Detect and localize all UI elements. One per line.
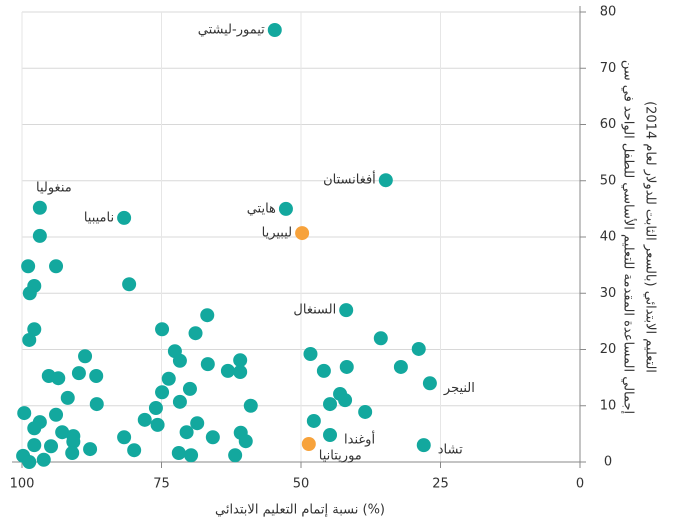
- y-axis-label: التعليم الابتدائي (بالسعر الثابت للدولار…: [643, 101, 658, 373]
- point: [378, 173, 393, 188]
- point: [155, 322, 170, 337]
- point: [49, 259, 64, 274]
- point: [71, 366, 86, 381]
- y-tick-label: 60: [600, 117, 617, 132]
- point: [358, 404, 373, 419]
- point: [172, 353, 187, 368]
- point: [188, 326, 203, 341]
- point: [243, 398, 258, 413]
- point: [27, 438, 42, 453]
- point: [190, 416, 205, 431]
- point: [55, 425, 70, 440]
- point: [65, 446, 80, 460]
- x-tick-label: 50: [293, 477, 310, 492]
- point: [137, 412, 152, 427]
- point-label: أفغانستان: [323, 171, 376, 188]
- point: [416, 438, 431, 453]
- point-label: أوغندا: [344, 431, 375, 448]
- y-tick-label: 20: [600, 342, 617, 357]
- point: [373, 331, 388, 346]
- point: [303, 347, 318, 361]
- point: [267, 23, 282, 37]
- y-tick-label: 80: [600, 5, 617, 20]
- point: [89, 397, 104, 412]
- point: [122, 277, 137, 292]
- point: [171, 446, 186, 460]
- point: [200, 357, 215, 372]
- point: [295, 226, 310, 241]
- point-label: ليبيريا: [262, 226, 292, 241]
- y-tick-label: 40: [600, 230, 617, 245]
- y-tick-label: 10: [600, 398, 617, 413]
- point: [238, 434, 253, 449]
- point: [228, 448, 243, 463]
- point: [127, 443, 142, 458]
- point: [21, 259, 36, 274]
- point: [179, 425, 194, 440]
- point-label: تيمور-ليشتي: [198, 23, 265, 38]
- y-axis-label: إجمالي المساعدة المقدمة للتعليم الأساسي …: [621, 60, 638, 414]
- point: [339, 303, 354, 318]
- point: [51, 371, 66, 386]
- point: [338, 393, 353, 408]
- point: [184, 448, 199, 463]
- point-label: النيجر: [443, 381, 475, 396]
- point: [233, 365, 248, 379]
- x-tick-label: 0: [576, 477, 584, 492]
- point: [422, 376, 437, 391]
- point-label: ناميبيا: [84, 210, 114, 225]
- point: [155, 385, 170, 400]
- point: [22, 455, 37, 469]
- point: [323, 428, 338, 442]
- y-tick-label: 0: [604, 455, 612, 470]
- point: [200, 308, 215, 323]
- point: [32, 200, 47, 215]
- point: [182, 381, 197, 396]
- x-tick-label: 75: [153, 477, 170, 492]
- point: [150, 417, 165, 432]
- x-tick-label: 25: [432, 477, 449, 492]
- point: [49, 407, 64, 422]
- point-label: موريتانيا: [319, 449, 362, 464]
- point: [278, 201, 293, 216]
- point: [17, 406, 32, 421]
- x-axis-label: نسبة إتمام التعليم الابتدائي (%): [215, 503, 385, 518]
- point: [22, 332, 37, 347]
- point: [27, 322, 42, 337]
- point: [44, 439, 59, 454]
- point: [233, 353, 248, 368]
- point-label: تشاد: [438, 443, 463, 458]
- point: [339, 359, 354, 374]
- point: [32, 228, 47, 243]
- point: [66, 434, 81, 449]
- point: [60, 390, 75, 405]
- point: [36, 452, 51, 467]
- point: [306, 413, 321, 428]
- point: [117, 210, 132, 225]
- point: [220, 363, 235, 378]
- point: [301, 437, 316, 451]
- x-tick-label: 100: [10, 477, 35, 492]
- point: [117, 430, 132, 445]
- point: [89, 368, 104, 383]
- point: [393, 359, 408, 374]
- point: [27, 421, 42, 436]
- point: [323, 397, 338, 412]
- point-label: السنغال: [293, 303, 336, 318]
- y-tick-label: 30: [600, 286, 617, 301]
- point: [316, 363, 331, 378]
- point: [205, 430, 220, 445]
- point: [172, 394, 187, 409]
- point: [411, 341, 426, 356]
- point: [148, 401, 163, 415]
- point: [83, 442, 98, 457]
- point-label: هايتي: [247, 201, 276, 216]
- y-tick-label: 70: [600, 61, 617, 76]
- point-label: منغوليا: [36, 180, 72, 195]
- point: [22, 286, 37, 301]
- point: [161, 371, 176, 386]
- point: [78, 349, 93, 364]
- y-tick-label: 50: [600, 173, 617, 188]
